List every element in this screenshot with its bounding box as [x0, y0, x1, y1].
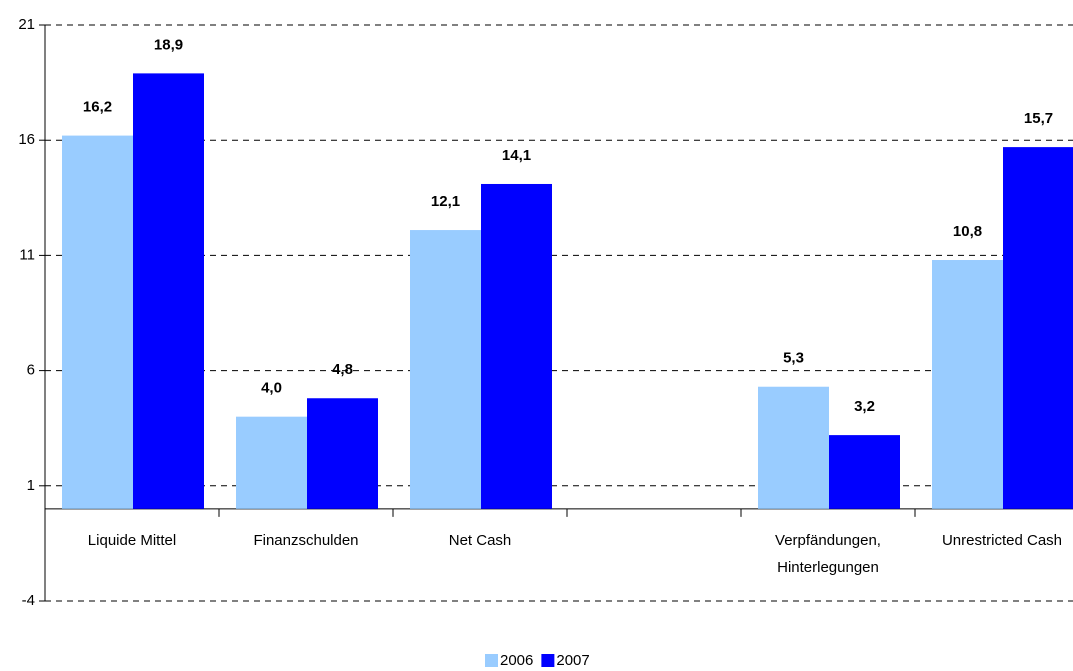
data-label: 14,1 — [502, 147, 531, 164]
data-label: 12,1 — [431, 193, 460, 210]
data-label: 15,7 — [1024, 110, 1053, 127]
bar — [1003, 147, 1073, 509]
y-tick-label: 11 — [19, 246, 35, 263]
bar — [62, 135, 133, 509]
y-tick-label: 1 — [27, 477, 35, 494]
x-tick-label: Verpfändungen, Hinterlegungen — [775, 531, 881, 576]
bar — [410, 230, 481, 509]
data-label: 4,0 — [261, 380, 282, 397]
legend-swatch — [485, 654, 498, 667]
bar — [133, 73, 204, 509]
x-tick-label: Finanzschulden — [253, 531, 359, 549]
y-tick-label: 16 — [18, 131, 35, 148]
data-label: 3,2 — [854, 398, 875, 415]
bar — [236, 416, 307, 509]
data-label: 18,9 — [154, 36, 183, 53]
legend-label: 2007 — [556, 652, 589, 669]
x-tick-label: Liquide Mittel — [87, 531, 177, 549]
y-tick-label: -4 — [22, 592, 35, 609]
legend-swatch — [541, 654, 555, 667]
x-tick-label: Unrestricted Cash — [941, 531, 1063, 549]
bar — [758, 386, 829, 509]
x-tick-label: Net Cash — [448, 531, 512, 549]
bar — [307, 398, 378, 509]
bar — [481, 183, 552, 509]
bar — [932, 260, 1003, 509]
bar — [829, 435, 900, 509]
legend-label: 2006 — [500, 652, 533, 669]
y-tick-label: 21 — [18, 16, 35, 33]
data-label: 16,2 — [83, 99, 112, 116]
y-tick-label: 6 — [27, 362, 35, 379]
data-label: 10,8 — [953, 223, 982, 240]
data-label: 4,8 — [332, 361, 353, 378]
data-label: 5,3 — [783, 350, 804, 367]
